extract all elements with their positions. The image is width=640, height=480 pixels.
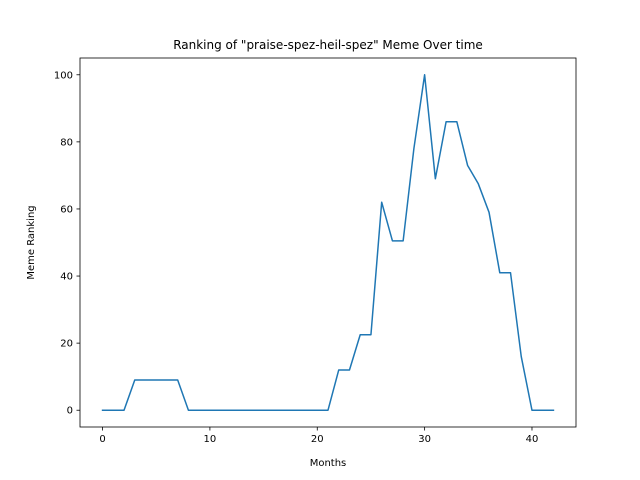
y-tick-label: 100 [54,70,73,81]
y-tick-label: 40 [60,272,73,283]
x-tick-label: 20 [311,434,324,445]
x-tick-label: 30 [418,434,431,445]
plot-area [101,74,555,411]
x-tick-label: 10 [204,434,217,445]
y-axis-label: Meme Ranking [26,205,37,279]
y-tick-label: 60 [60,204,73,215]
y-tick-label: 0 [67,406,73,417]
series-line [101,74,555,411]
axes-frame [79,57,577,428]
x-axis: 0 10 20 30 40 [99,427,538,445]
y-axis: 0 20 40 60 80 100 [54,70,80,417]
chart-title: Ranking of "praise-spez-heil-spez" Meme … [173,38,483,52]
x-tick-label: 40 [526,434,539,445]
y-tick-label: 80 [60,137,73,148]
x-tick-label: 0 [99,434,105,445]
x-axis-label: Months [310,458,347,469]
y-tick-label: 20 [60,339,73,350]
